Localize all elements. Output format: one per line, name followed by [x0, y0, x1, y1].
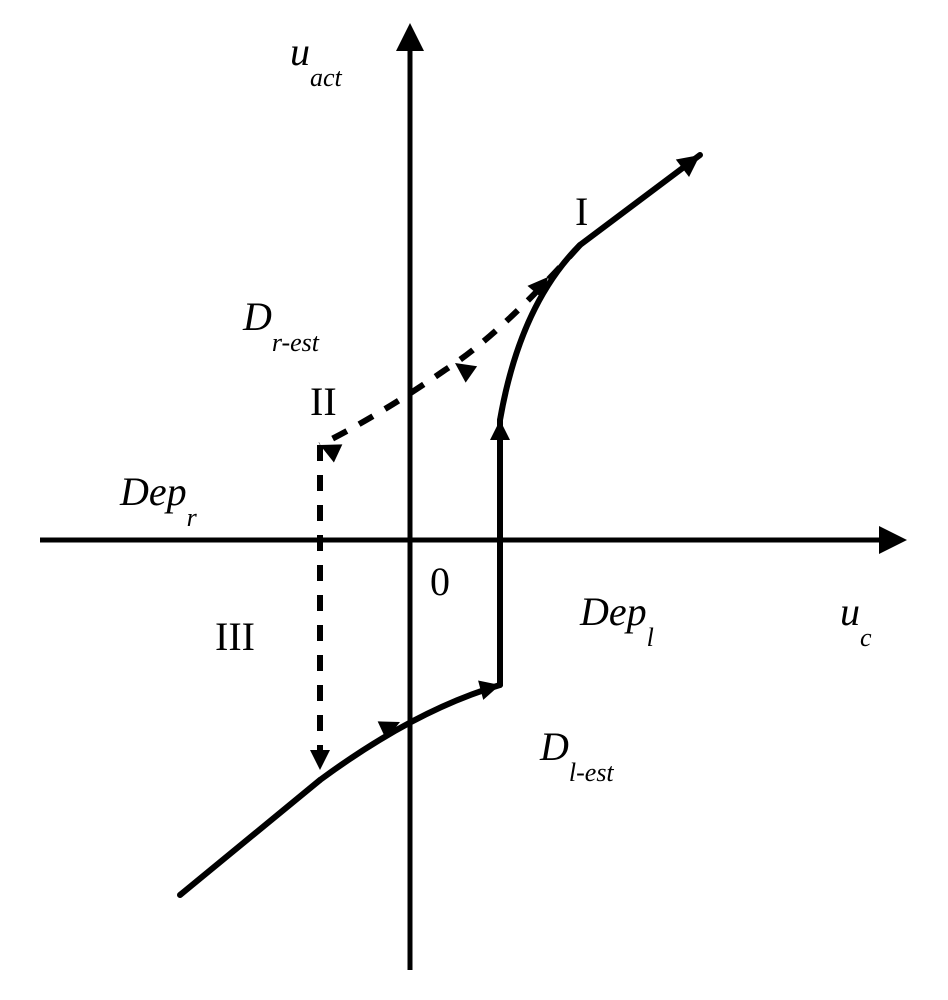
x-axis-label: uc [840, 589, 872, 652]
upper-dashed-curve [320, 245, 580, 445]
upper-solid-line [580, 155, 700, 245]
region-II-label: II [310, 379, 337, 424]
d-l-est-label: Dl-est [539, 724, 614, 787]
dep-r-label: Depr [119, 469, 198, 532]
upper-curve [500, 245, 580, 420]
d-r-est-label: Dr-est [242, 294, 320, 357]
dep-l-label: Depl [579, 589, 654, 652]
diagram-canvas: uactuc0DeprDeplDr-estDl-estIIIIII [0, 0, 948, 1000]
region-I-label: I [575, 189, 588, 234]
origin-label: 0 [430, 559, 450, 604]
y-axis-label: uact [290, 29, 343, 92]
lower-solid-line [180, 780, 320, 895]
region-III-label: III [215, 614, 255, 659]
